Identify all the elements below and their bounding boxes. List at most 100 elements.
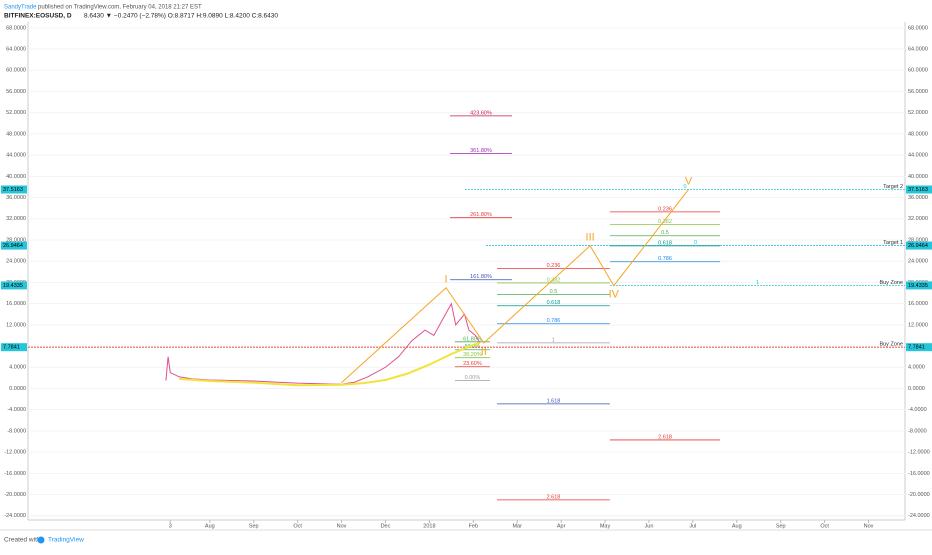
x-tick-label: 3 [169, 523, 172, 529]
x-tick-label: Aug [732, 523, 742, 529]
wave-label: III [586, 232, 595, 244]
y-tick-label: 64.0000 [6, 47, 26, 53]
level-label: 361.80% [470, 148, 492, 154]
level-label: 0 [683, 184, 686, 190]
price-tag [906, 281, 932, 290]
symbol: BITFINEX:EOSUSD, D [4, 13, 72, 20]
level-label: 0.382 [658, 219, 672, 225]
y-tick-label: 60.0000 [6, 68, 26, 74]
x-tick-label: Dec [381, 523, 391, 529]
price-tag [1, 281, 27, 290]
price-tag-label: 19.4335 [3, 283, 23, 289]
y-tick-label: -4.0000 [908, 407, 927, 413]
level-label: 161.80% [470, 274, 492, 280]
y-tick-label: 40.0000 [6, 174, 26, 180]
y-tick-label: 48.0000 [908, 131, 928, 137]
y-tick-label: -8.0000 [908, 428, 927, 434]
y-tick-label: 16.0000 [6, 301, 26, 307]
y-tick-label: 24.0000 [6, 259, 26, 265]
price-tag-label: 37.5163 [908, 187, 928, 193]
level-label: 0.236 [547, 263, 561, 269]
y-tick-label: 36.0000 [908, 195, 928, 201]
y-tick-label: 16.0000 [908, 301, 928, 307]
level-label: 261.80% [470, 212, 492, 218]
y-tick-label: 32.0000 [908, 216, 928, 222]
footer-created: Created with [4, 537, 41, 544]
price-tag-label: 7.7841 [908, 345, 925, 351]
level-label: 0.5 [550, 289, 558, 295]
y-tick-label: -20.0000 [4, 492, 26, 498]
y-tick-label: 52.0000 [6, 110, 26, 116]
author: SandyTrade [4, 5, 37, 11]
y-tick-label: 28.0000 [6, 237, 26, 243]
y-tick-label: 28.0000 [908, 237, 928, 243]
x-tick-label: Jun [645, 523, 654, 529]
wave-label: II [481, 346, 487, 358]
y-tick-label: 4.0000 [9, 365, 26, 371]
level-side-label: Target 2 [883, 184, 903, 190]
level-label: 1 [552, 337, 555, 343]
y-tick-label: 64.0000 [908, 47, 928, 53]
y-tick-label: -16.0000 [4, 471, 26, 477]
level-label: 0.618 [658, 240, 672, 246]
y-tick-label: 40.0000 [908, 174, 928, 180]
x-tick-label: Sep [249, 523, 259, 529]
x-tick-label: Oct [820, 523, 829, 529]
y-tick-label: 0.0000 [908, 386, 925, 392]
level-side-label: Buy Zone [879, 342, 903, 348]
wave-label: I [445, 274, 448, 286]
y-tick-label: 24.0000 [908, 259, 928, 265]
level-label: 1.618 [547, 398, 561, 404]
logo [37, 536, 45, 544]
price-tag [906, 343, 932, 352]
y-tick-label: 68.0000 [908, 25, 928, 31]
price-tag [1, 241, 27, 250]
footer-brand: TradingView [48, 537, 84, 544]
x-tick-label: Feb [469, 523, 478, 529]
y-tick-label: -8.0000 [7, 428, 26, 434]
y-tick-label: -12.0000 [4, 450, 26, 456]
y-tick-label: -24.0000 [4, 513, 26, 519]
level-side-label: Target 1 [883, 240, 903, 246]
y-tick-label: 56.0000 [6, 89, 26, 95]
level-label: 23.60% [463, 361, 482, 367]
x-tick-label: Mar [512, 523, 522, 529]
y-tick-label: 12.0000 [6, 322, 26, 328]
y-tick-label: 0.0000 [9, 386, 26, 392]
y-tick-label: -20.0000 [908, 492, 930, 498]
price-tag-label: 37.5163 [3, 187, 23, 193]
x-tick-label: Nov [337, 523, 347, 529]
x-tick-label: Apr [557, 523, 566, 529]
x-tick-label: Nov [864, 523, 874, 529]
level-label: 423.60% [470, 110, 492, 116]
level-label: 0.00% [465, 375, 481, 381]
y-tick-label: 44.0000 [6, 153, 26, 159]
y-tick-label: -16.0000 [908, 471, 930, 477]
y-tick-label: 60.0000 [908, 68, 928, 74]
x-tick-label: Oct [293, 523, 302, 529]
price-tag-label: 26.9464 [3, 243, 23, 249]
price-tag [1, 343, 27, 352]
level-label: 2.618 [547, 494, 561, 500]
level-label: 0.618 [547, 300, 561, 306]
level-label: 0.5 [661, 230, 669, 236]
price-tag [1, 185, 27, 194]
x-tick-label: Sep [776, 523, 786, 529]
level-label: 0 [694, 240, 697, 246]
level-label: 61.80% [463, 336, 482, 342]
published: published on TradingView.com, February 0… [38, 5, 202, 11]
y-tick-label: 56.0000 [908, 89, 928, 95]
x-tick-label: Aug [205, 523, 215, 529]
level-side-label: Buy Zone [879, 280, 903, 286]
y-tick-label: 4.0000 [908, 365, 925, 371]
y-tick-label: -12.0000 [908, 450, 930, 456]
level-label: 0.236 [658, 206, 672, 212]
level-label: 2.618 [658, 434, 672, 440]
x-tick-label: May [600, 523, 611, 529]
price-tag-label: 26.9464 [908, 243, 928, 249]
y-tick-label: -24.0000 [908, 513, 930, 519]
level-label: 38.20% [463, 352, 482, 358]
y-tick-label: 52.0000 [908, 110, 928, 116]
